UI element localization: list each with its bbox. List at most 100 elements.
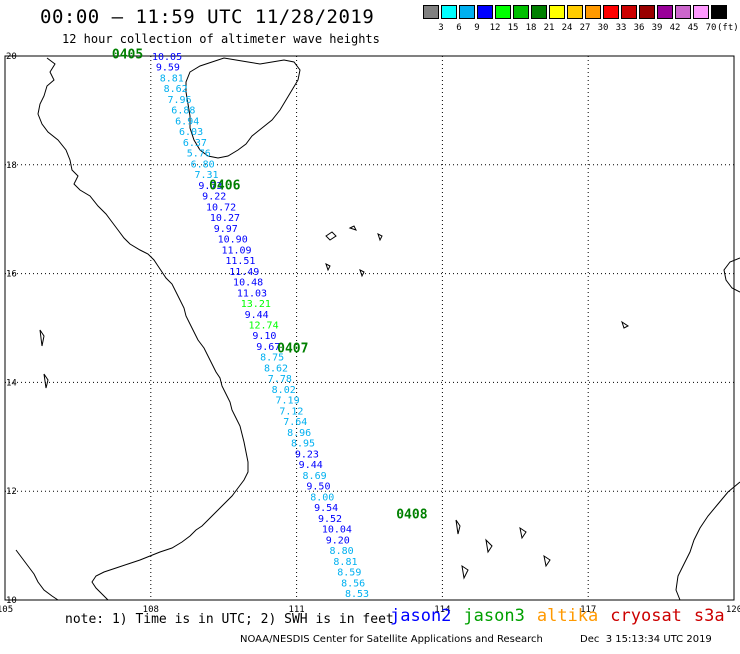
latitude-tick-label: 20 <box>6 52 17 62</box>
wave-height-label: 8.56 <box>341 578 365 589</box>
wave-height-label: 8.80 <box>330 546 354 557</box>
wave-height-label: 9.52 <box>318 514 342 525</box>
island <box>359 269 365 278</box>
wave-height-label: 9.10 <box>252 331 276 342</box>
color-scale-swatch <box>603 5 619 19</box>
island <box>543 554 551 568</box>
color-scale-swatch <box>621 5 637 19</box>
longitude-tick-label: 108 <box>143 605 159 615</box>
wave-height-label: 6.88 <box>171 106 195 117</box>
wave-height-label: 11.09 <box>221 245 251 256</box>
color-scale-swatch <box>441 5 457 19</box>
wave-height-label: 9.54 <box>314 503 338 514</box>
island <box>461 564 469 580</box>
color-scale-label: 24 <box>561 23 573 33</box>
wave-height-label: 12.74 <box>249 321 279 332</box>
wave-height-label: 8.95 <box>291 439 315 450</box>
wave-height-label: 10.90 <box>218 235 248 246</box>
pass-time-label: 0405 <box>112 48 143 63</box>
philippines-coastline <box>723 257 740 293</box>
latitude-tick-label: 10 <box>6 596 17 606</box>
island <box>621 320 629 329</box>
wave-height-label: 10.05 <box>152 52 182 63</box>
island <box>325 263 331 272</box>
color-scale-swatch <box>477 5 493 19</box>
altimeter-track: 10.059.598.818.627.966.886.946.036.375.7… <box>112 48 428 600</box>
island <box>485 538 493 554</box>
wave-height-label: 9.59 <box>156 63 180 74</box>
wave-height-label: 7.19 <box>276 396 300 407</box>
wave-height-label: 11.51 <box>225 256 255 267</box>
island <box>377 233 383 242</box>
satellite-legend-entry: s3a <box>693 606 725 626</box>
wave-height-label: 10.72 <box>206 202 236 213</box>
longitude-tick-label: 105 <box>0 605 13 615</box>
wave-height-label: 11.49 <box>229 267 259 278</box>
island <box>325 231 337 241</box>
wave-height-label: 8.00 <box>310 492 334 503</box>
color-scale-swatch <box>549 5 565 19</box>
color-scale-label: 39 <box>651 23 663 33</box>
color-scale-label: 12 <box>489 23 501 33</box>
color-scale-swatch <box>711 5 727 19</box>
wave-height-label: 8.75 <box>260 353 284 364</box>
color-scale-swatch <box>495 5 511 19</box>
color-scale-swatch <box>567 5 583 19</box>
color-scale-label: 15 <box>507 23 519 33</box>
latitude-tick-label: 12 <box>6 487 17 497</box>
wave-height-label: 10.04 <box>322 525 352 536</box>
wave-height-label: 8.81 <box>333 557 357 568</box>
wave-height-label: 9.44 <box>299 460 323 471</box>
color-scale-label: 33 <box>615 23 627 33</box>
west-coastline <box>15 549 59 601</box>
wave-height-label: 7.31 <box>194 170 218 181</box>
color-scale-swatch <box>675 5 691 19</box>
coastline-layer <box>15 57 740 601</box>
longitude-tick-label: 117 <box>580 605 596 615</box>
wave-height-label: 7.64 <box>283 417 307 428</box>
color-scale-label: 3 <box>438 23 444 33</box>
color-scale-swatch <box>585 5 601 19</box>
wave-height-label: 6.80 <box>191 159 215 170</box>
color-scale-label: 27 <box>579 23 591 33</box>
satellite-legend-entry: jason2 <box>390 606 452 626</box>
color-scale-label: 42 <box>669 23 681 33</box>
wave-height-label: 9.44 <box>245 310 269 321</box>
island <box>39 329 45 347</box>
wave-height-label: 9.23 <box>295 449 319 460</box>
color-scale-swatch <box>459 5 475 19</box>
color-scale-swatch <box>513 5 529 19</box>
color-scale-label: 45 <box>687 23 699 33</box>
color-scale-swatch <box>531 5 547 19</box>
map-frame <box>4 55 735 601</box>
hainan-coastline <box>185 57 301 159</box>
wave-height-label: 8.96 <box>287 428 311 439</box>
wave-height-label: 8.69 <box>303 471 327 482</box>
longitude-tick-label: 111 <box>288 605 304 615</box>
wave-height-label: 8.02 <box>272 385 296 396</box>
wave-height-label: 9.67 <box>256 342 280 353</box>
wave-height-label: 11.03 <box>237 288 267 299</box>
wave-height-label: 7.12 <box>279 406 303 417</box>
graticule <box>4 55 735 601</box>
philippines-south-coastline <box>675 481 740 601</box>
wave-height-label: 9.50 <box>306 482 330 493</box>
color-scale-swatch <box>639 5 655 19</box>
island <box>455 519 461 535</box>
wave-height-label: 8.53 <box>345 589 369 600</box>
color-scale-swatch <box>693 5 709 19</box>
longitude-tick-label: 120 <box>726 605 740 615</box>
satellite-legend-entry: cryosat <box>610 606 682 626</box>
longitude-tick-label: 114 <box>434 605 450 615</box>
generated-timestamp: Dec 3 15:13:34 UTC 2019 <box>580 634 712 645</box>
wave-height-label: 5.76 <box>187 149 211 160</box>
latitude-tick-label: 16 <box>6 270 17 280</box>
island <box>43 373 49 389</box>
color-scale-label: 21 <box>543 23 555 33</box>
wave-height-label: 6.37 <box>183 138 207 149</box>
latitude-tick-label: 14 <box>6 378 17 388</box>
wave-height-label: 10.27 <box>210 213 240 224</box>
color-scale-label: 30 <box>597 23 609 33</box>
color-scale-unit: (ft) <box>717 23 739 33</box>
